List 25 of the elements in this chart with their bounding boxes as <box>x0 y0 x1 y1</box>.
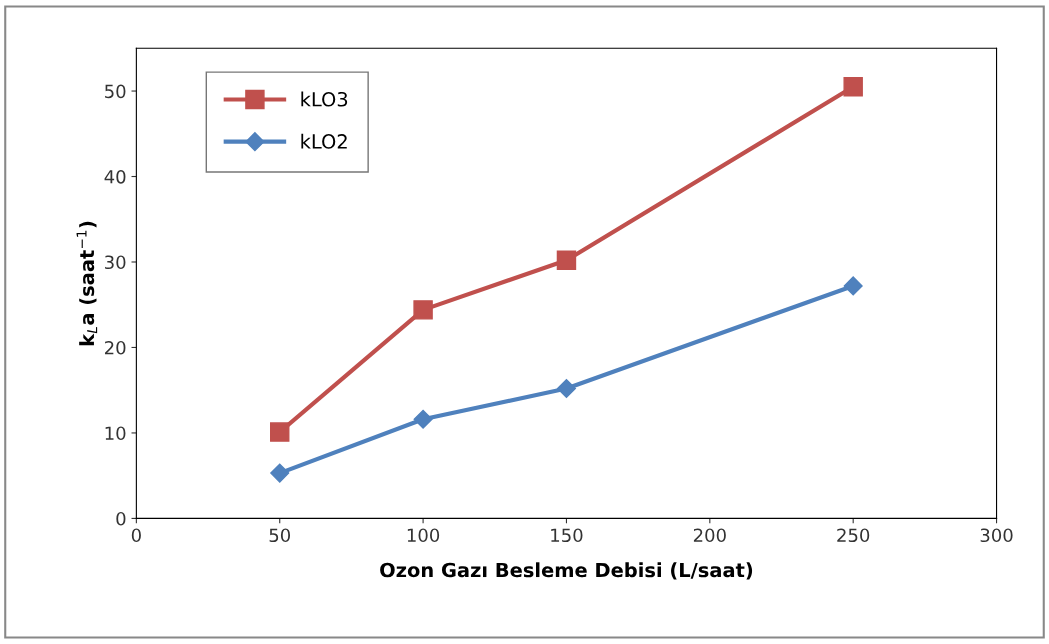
legend-label: kLO2 <box>301 133 347 149</box>
point <box>556 378 576 399</box>
x-tick-label: 100 <box>407 528 440 543</box>
y-tick-label: 40 <box>104 169 126 184</box>
x-tick-label: 250 <box>837 528 870 543</box>
point <box>270 422 290 442</box>
point <box>413 300 433 320</box>
x-tick-label: 200 <box>693 528 726 543</box>
x-tick-label: 0 <box>131 528 141 543</box>
point <box>270 463 290 483</box>
legend-label: kLO3 <box>301 91 348 107</box>
y-tick-label: 0 <box>116 511 126 526</box>
point <box>556 250 577 271</box>
y-tick-label: 20 <box>105 340 126 355</box>
x-tick-label: 50 <box>269 528 291 543</box>
y-axis-title: k$_{L}$a (saat$^{−1}$) <box>76 221 98 346</box>
y-tick-label: 10 <box>105 426 126 441</box>
x-tick-label: 300 <box>980 528 1013 543</box>
y-tick-label: 30 <box>105 255 126 270</box>
point <box>413 409 433 429</box>
y-tick-label: 50 <box>105 84 126 99</box>
point <box>843 77 863 97</box>
x-tick-label: 150 <box>551 528 583 543</box>
point <box>843 276 863 296</box>
x-axis-title: Ozon Gazı Besleme Debisi (L/saat) <box>380 562 753 580</box>
